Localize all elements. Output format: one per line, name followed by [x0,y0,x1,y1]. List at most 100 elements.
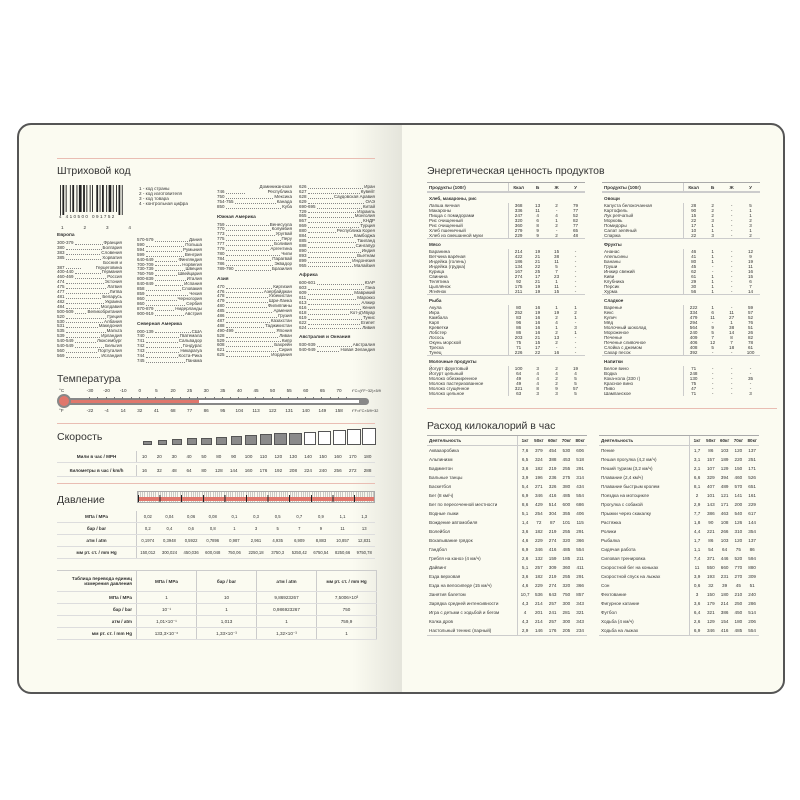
country-name: Аргентина [270,246,292,252]
energy-cell: 15 [691,213,697,218]
calories-row: Водные лыжи 5,1 254 304 355 406 [427,509,587,518]
country-name: Италия [186,276,202,282]
country-code-row: 540-549 Бельгия [57,343,122,349]
thermometer-tube-inner [69,400,359,403]
calories-row: Бадминтон 3,6 182 219 255 291 [427,464,587,473]
country-name: ЮАР [364,280,375,286]
country-code: 478 [217,293,225,299]
country-code: 770 [217,226,225,232]
speed-box [143,441,152,445]
energy-cell: Капуста белокочанная [602,203,685,208]
leader-dots [65,283,104,285]
calories-cell: 205 [562,628,571,633]
calories-cell: 3,6 [521,466,529,471]
country-code: 474 [57,279,65,285]
energy-cell: Рис очищенный [427,218,510,223]
calories-cell: 150 [734,466,743,471]
energy-cell: 19 [535,249,541,254]
country-name: Гватемала [179,333,202,339]
country-code: 616 [299,304,307,310]
energy-cell: Мороженое [602,330,685,335]
leader-dots [74,278,107,280]
calories-header-cell: 80кг [575,438,585,443]
speed-row-label: Километры в час / km/h [57,465,137,476]
country-name: Польша [185,241,202,247]
energy-cell: 2 [555,330,558,335]
calories-cell: 286 [748,601,756,606]
energy-cell: 82 [747,335,754,340]
calories-cell: 343 [576,601,584,606]
energy-cell: 79 [572,203,579,208]
energy-row: Печенье сливочное 406 12 7 78 [602,340,760,345]
leader-dots [307,256,357,258]
country-code: 622 [299,319,307,325]
leader-dots [225,230,271,232]
energy-cell: Баранина [427,249,510,254]
energy-cell: 3 [536,391,539,396]
leader-dots [154,280,186,282]
calories-cell: 540 [734,511,743,516]
calories-cell: 594 [748,556,756,561]
energy-cell: - [574,335,577,340]
energy-cell: - [574,269,577,274]
fahrenheit-tick-label: 77 [187,408,193,413]
fahrenheit-tick-label: 68 [170,408,176,413]
energy-cell: 61 [747,345,754,350]
calories-cell: 326 [548,484,557,489]
calories-cell: 137 [748,538,756,543]
pressure-value: 300,024 [161,550,178,555]
barcode-legend-item: 3 - код товара [139,195,169,201]
celsius-tick-label: -20 [103,388,110,393]
country-name: Босния и Герцеговина [95,259,122,270]
country-code-row: 482 Украина [57,299,122,305]
calories-cell: Дайвинг [427,563,519,572]
conversion-value: 1 [257,616,317,627]
calories-cell: 407 [707,484,715,489]
leader-dots [65,253,101,255]
country-name: Камбоджа [353,233,375,239]
energy-cell: 17 [535,345,541,350]
energy-cell: - [730,279,733,284]
calories-cell: 236 [548,475,557,480]
leader-dots [225,336,279,338]
barcode-part-number: 1 [61,225,64,230]
energy-cell: 4 [536,213,539,218]
energy-cell: 23 [554,274,560,279]
temperature-title: Температура [57,373,121,385]
calories-cell: 600 [562,502,571,507]
energy-cell: 368 [514,203,523,208]
conversion-value: 10⁻¹ [137,604,197,615]
speed-row-label: Мили в час / MPH [57,451,137,462]
energy-cell: Морковь [602,218,685,223]
barcode-part-numbers: 1 2 3 4 [61,225,131,231]
energy-row: Йогурт цельный 64 4 4 4 [427,371,585,376]
country-code-row: 840-849 Испания [137,281,202,287]
country-code-row: 730-739 Швеция [137,267,202,272]
energy-cell: 16 [535,315,541,320]
calories-cell: 379 [535,448,543,453]
energy-cell: 17 [535,274,541,279]
calories-row: Баскетбол 5,4 271 326 380 434 [427,482,587,491]
energy-cell: Груши [602,264,685,269]
country-code-row: 899 Индонезия [299,258,375,264]
calories-cell: 64 [722,547,728,552]
country-code: 742 [137,343,145,349]
barcode-bar [92,185,93,212]
celsius-unit: °C [59,388,65,393]
energy-cell: 22 [691,233,697,238]
calories-cell: 3,9 [693,574,701,579]
country-code-row: 800-839 Италия [137,276,202,282]
calories-cell: 129 [707,619,715,624]
energy-cell: Молоко пастеризованное [427,381,510,386]
energy-cell: 64 [516,371,522,376]
country-name: Таиланд [357,237,375,243]
leader-dots [225,240,281,242]
energy-cell: Тунец [427,350,510,355]
calories-cell: Баскетбол [427,482,519,491]
leader-dots [65,327,98,329]
energy-table-header: Продукты (100г) Ккал Б Ж У [427,182,585,192]
energy-cell: 1 [711,279,714,284]
energy-cell: 49 [516,376,522,381]
country-code: 528 [217,332,225,338]
calories-cell: Бег по пересеченной местности [427,500,519,509]
